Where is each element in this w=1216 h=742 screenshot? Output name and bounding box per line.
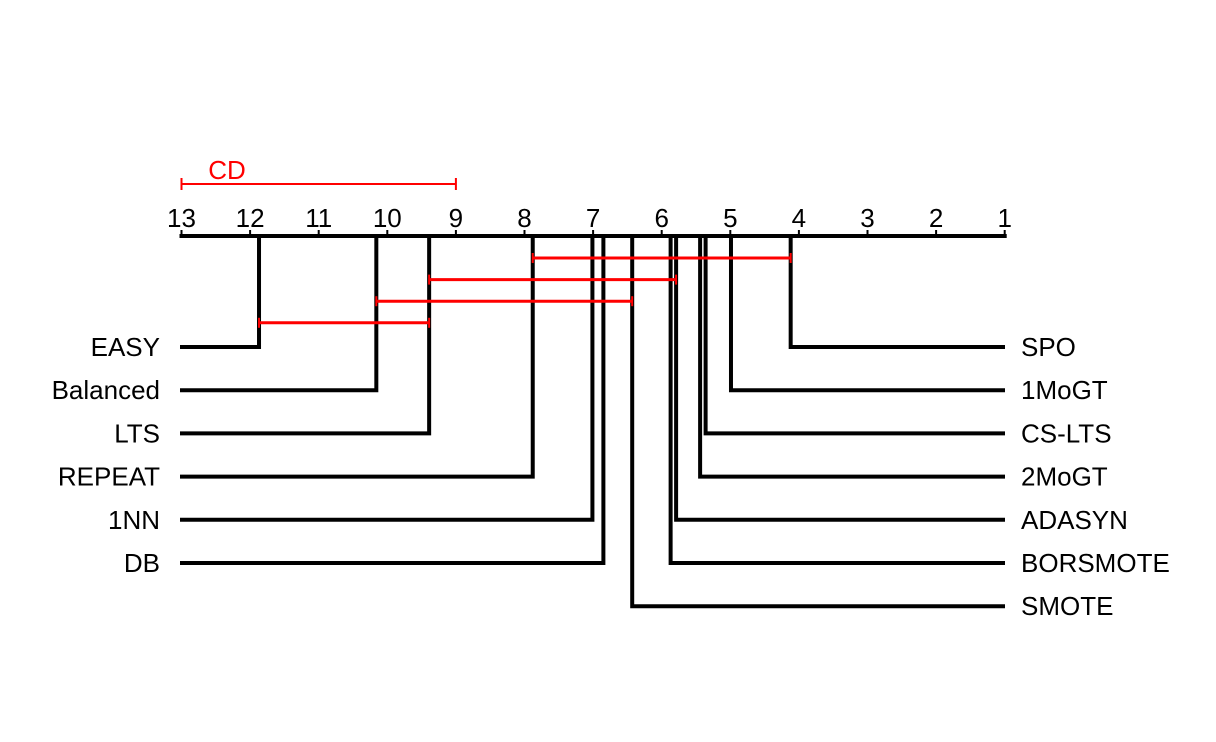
method-label: BORSMOTE [1021, 548, 1170, 578]
cliques [258, 253, 792, 328]
method-label: SMOTE [1021, 591, 1113, 621]
axis-tick-label: 3 [860, 203, 874, 233]
method-label: SPO [1021, 332, 1076, 362]
method-label: LTS [114, 418, 160, 448]
methods: EASY Balanced LTS REPEAT 1NN DB SPO 1MoGT CS-LTS… [52, 236, 1170, 621]
method-line [630, 236, 1005, 609]
method-label: ADASYN [1021, 505, 1128, 535]
axis-tick-label: 7 [586, 203, 600, 233]
method-label: 1NN [108, 505, 160, 535]
method-line [728, 236, 1005, 393]
method-label: DB [124, 548, 160, 578]
axis-tick-label: 11 [305, 203, 332, 233]
axis-tick-label: 10 [373, 203, 402, 233]
axis-tick-label: 2 [929, 203, 943, 233]
cd-indicator: CD [180, 155, 457, 190]
method-line [703, 236, 1005, 436]
method-line [180, 236, 379, 393]
method-label: 1MoGT [1021, 375, 1108, 405]
method-label: 2MoGT [1021, 462, 1108, 492]
method-line [788, 236, 1005, 349]
axis-tick-label: 9 [449, 203, 463, 233]
method-line [674, 236, 1005, 522]
method-label: REPEAT [58, 462, 160, 492]
axis-tick-label: 4 [792, 203, 806, 233]
method-line [180, 236, 606, 565]
method-line [180, 236, 432, 436]
rank-axis: 13 12 11 10 9 8 7 6 5 4 3 2 1 [167, 203, 1012, 238]
method-label: CS-LTS [1021, 418, 1112, 448]
method-line [180, 236, 595, 522]
axis-tick-label: 8 [517, 203, 531, 233]
axis-tick-label: 1 [997, 203, 1011, 233]
method-line [180, 236, 535, 479]
axis-tick-label: 5 [723, 203, 737, 233]
method-label: EASY [91, 332, 160, 362]
method-line [180, 236, 262, 349]
axis-tick-label: 6 [654, 203, 668, 233]
method-line [668, 236, 1005, 565]
cd-label: CD [208, 155, 246, 185]
method-label: Balanced [52, 375, 160, 405]
method-line [698, 236, 1005, 479]
axis-tick-label: 12 [236, 203, 265, 233]
axis-tick-label: 13 [167, 203, 196, 233]
